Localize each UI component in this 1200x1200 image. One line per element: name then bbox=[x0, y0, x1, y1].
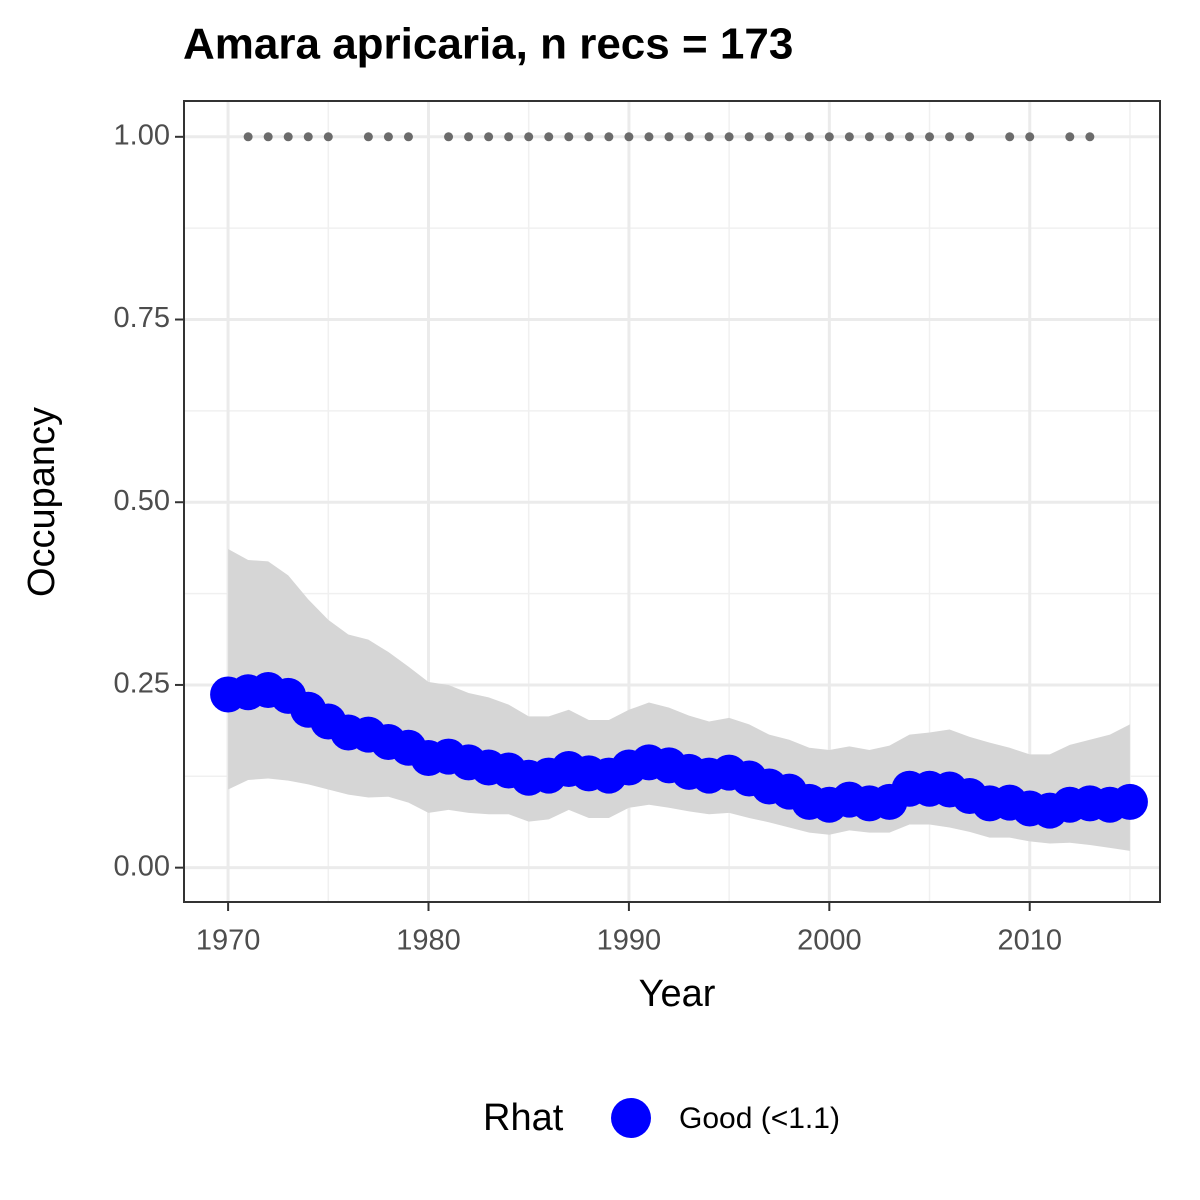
record-point bbox=[704, 132, 714, 142]
record-point bbox=[624, 132, 634, 142]
record-point bbox=[744, 132, 754, 142]
record-point bbox=[243, 132, 253, 142]
x-tick-label: 2010 bbox=[997, 925, 1062, 957]
record-point bbox=[584, 132, 594, 142]
record-point bbox=[564, 132, 574, 142]
record-point bbox=[945, 132, 955, 142]
x-tick-label: 1990 bbox=[597, 925, 662, 957]
record-point bbox=[925, 132, 935, 142]
record-point bbox=[644, 132, 654, 142]
record-point bbox=[884, 132, 894, 142]
record-point bbox=[664, 132, 674, 142]
x-tick-label: 1970 bbox=[196, 925, 261, 957]
record-point bbox=[1085, 132, 1095, 142]
record-point bbox=[283, 132, 293, 142]
record-point bbox=[524, 132, 534, 142]
record-point bbox=[544, 132, 554, 142]
plot-border bbox=[183, 100, 1161, 903]
record-point bbox=[764, 132, 774, 142]
record-point bbox=[604, 132, 614, 142]
x-tick-label: 2000 bbox=[797, 925, 862, 957]
record-point bbox=[303, 132, 313, 142]
record-point bbox=[263, 132, 273, 142]
record-point bbox=[804, 132, 814, 142]
legend-label: Good (<1.1) bbox=[679, 1102, 840, 1135]
legend-title: Rhat bbox=[483, 1097, 564, 1139]
y-tick-label: 1.00 bbox=[114, 119, 170, 151]
record-point bbox=[444, 132, 454, 142]
record-point bbox=[965, 132, 975, 142]
y-tick-label: 0.50 bbox=[114, 485, 170, 517]
record-point bbox=[864, 132, 874, 142]
record-point bbox=[1025, 132, 1035, 142]
y-tick-label: 0.00 bbox=[114, 850, 170, 882]
record-point bbox=[684, 132, 694, 142]
record-point bbox=[383, 132, 393, 142]
record-point bbox=[323, 132, 333, 142]
record-point bbox=[844, 132, 854, 142]
record-point bbox=[363, 132, 373, 142]
record-point bbox=[504, 132, 514, 142]
record-point bbox=[403, 132, 413, 142]
record-point bbox=[824, 132, 834, 142]
record-point bbox=[1065, 132, 1075, 142]
y-tick-label: 0.25 bbox=[114, 668, 170, 700]
y-axis-title: Occupancy bbox=[21, 407, 63, 597]
chart-title: Amara apricaria, n recs = 173 bbox=[183, 20, 793, 69]
legend-marker bbox=[611, 1098, 651, 1138]
record-point bbox=[1005, 132, 1015, 142]
x-axis-title: Year bbox=[639, 973, 716, 1015]
record-point bbox=[904, 132, 914, 142]
occupancy-point bbox=[1111, 783, 1148, 820]
record-point bbox=[484, 132, 494, 142]
record-point bbox=[724, 132, 734, 142]
record-point bbox=[784, 132, 794, 142]
y-tick-label: 0.75 bbox=[114, 302, 170, 334]
x-tick-label: 1980 bbox=[396, 925, 461, 957]
record-point bbox=[464, 132, 474, 142]
